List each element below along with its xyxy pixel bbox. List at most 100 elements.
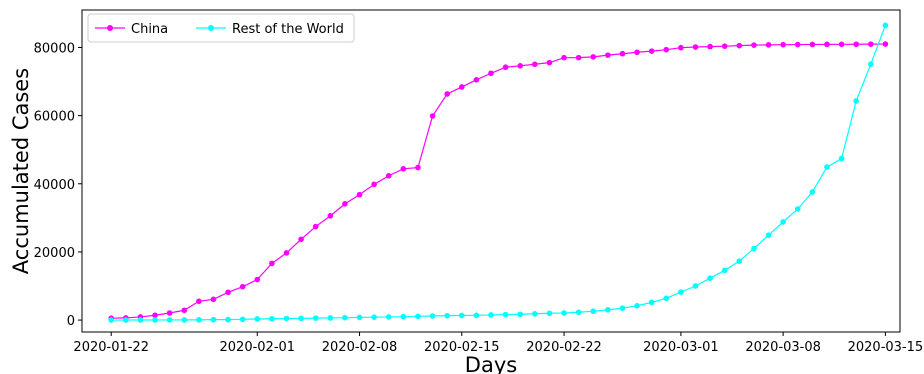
data-point-china — [838, 41, 845, 48]
data-point-china — [707, 43, 713, 50]
data-point-china — [444, 91, 450, 97]
data-point-china — [634, 49, 640, 56]
data-point-rest-of-the-world — [429, 313, 436, 319]
series-layer — [108, 22, 889, 323]
data-point-rest-of-the-world — [867, 61, 874, 67]
plot-area — [81, 9, 901, 333]
data-point-china — [342, 201, 348, 207]
data-point-rest-of-the-world — [400, 313, 407, 320]
data-point-china — [765, 42, 772, 48]
legend: China Rest of the World — [87, 13, 355, 43]
data-point-rest-of-the-world — [152, 317, 158, 323]
data-point-rest-of-the-world — [590, 308, 597, 315]
data-point-china — [794, 41, 801, 48]
data-point-china — [488, 70, 494, 77]
data-point-rest-of-the-world — [269, 315, 275, 322]
data-point-rest-of-the-world — [780, 219, 786, 225]
data-point-rest-of-the-world — [824, 164, 830, 170]
data-point-rest-of-the-world — [882, 22, 889, 29]
data-point-rest-of-the-world — [648, 299, 655, 306]
data-point-china — [429, 113, 436, 119]
x-tick-label: 2020-02-01 — [220, 340, 296, 355]
data-point-china — [692, 44, 699, 50]
data-point-rest-of-the-world — [444, 312, 450, 319]
y-tick-label: 60000 — [34, 110, 75, 125]
data-point-china — [882, 41, 889, 47]
data-point-rest-of-the-world — [765, 232, 772, 239]
x-tick-label: 2020-03-15 — [848, 340, 924, 355]
data-point-rest-of-the-world — [356, 314, 363, 321]
data-point-china — [502, 64, 509, 71]
data-point-china — [780, 41, 786, 48]
series-rest-of-the-world — [108, 22, 889, 323]
data-point-china — [269, 260, 275, 267]
x-tick-label: 2020-02-15 — [424, 340, 500, 355]
data-point-rest-of-the-world — [853, 98, 859, 104]
data-point-rest-of-the-world — [181, 317, 188, 323]
data-point-china — [532, 61, 538, 68]
data-point-rest-of-the-world — [634, 302, 640, 309]
data-point-rest-of-the-world — [123, 317, 129, 323]
data-point-china — [546, 59, 553, 66]
data-point-china — [283, 250, 290, 256]
data-point-rest-of-the-world — [751, 245, 757, 252]
data-point-china — [605, 52, 611, 58]
x-axis: 2020-01-22 2020-02-01 2020-02-08 2020-02-15… — [73, 332, 923, 355]
data-point-rest-of-the-world — [342, 314, 348, 321]
data-point-china — [181, 307, 188, 314]
data-point-rest-of-the-world — [663, 295, 670, 302]
data-point-china — [809, 41, 816, 48]
data-point-rest-of-the-world — [108, 317, 115, 323]
y-tick-label: 80000 — [34, 41, 75, 56]
data-point-rest-of-the-world — [721, 267, 728, 274]
y-tick-label: 0 — [67, 314, 75, 329]
data-point-china — [371, 181, 377, 188]
data-point-rest-of-the-world — [415, 313, 421, 320]
data-point-rest-of-the-world — [166, 317, 173, 323]
data-point-rest-of-the-world — [210, 316, 217, 323]
data-point-china — [590, 54, 597, 60]
data-point-rest-of-the-world — [196, 317, 202, 323]
data-point-china — [312, 223, 319, 230]
data-point-rest-of-the-world — [254, 316, 261, 322]
data-point-rest-of-the-world — [794, 206, 801, 212]
x-tick-label: 2020-02-22 — [526, 340, 602, 355]
data-point-rest-of-the-world — [546, 310, 553, 317]
data-point-china — [721, 43, 728, 49]
data-point-china — [239, 283, 246, 290]
x-tick-label: 2020-03-01 — [643, 340, 719, 355]
y-axis-title: Accumulated Cases — [9, 68, 33, 274]
data-point-china — [736, 42, 743, 49]
data-point-rest-of-the-world — [809, 189, 816, 195]
data-point-rest-of-the-world — [532, 310, 538, 317]
data-point-rest-of-the-world — [575, 309, 582, 316]
data-point-rest-of-the-world — [605, 307, 611, 313]
data-point-china — [196, 298, 202, 305]
data-point-rest-of-the-world — [678, 289, 684, 295]
data-point-china — [254, 276, 261, 283]
data-point-china — [225, 289, 231, 296]
data-point-china — [751, 42, 757, 48]
data-point-china — [575, 54, 582, 61]
data-point-rest-of-the-world — [371, 314, 377, 320]
data-point-china — [517, 63, 524, 69]
data-point-china — [678, 44, 684, 51]
data-point-china — [298, 236, 304, 243]
data-point-china — [400, 166, 407, 172]
legend-label-rest-of-the-world: Rest of the World — [232, 22, 344, 37]
data-point-rest-of-the-world — [283, 315, 290, 322]
legend-item-rest-of-the-world: Rest of the World — [196, 22, 344, 37]
data-point-china — [853, 41, 859, 48]
data-point-china — [648, 48, 655, 54]
data-point-rest-of-the-world — [385, 314, 392, 320]
data-point-china — [663, 46, 670, 53]
data-point-china — [473, 77, 480, 83]
data-point-rest-of-the-world — [239, 316, 246, 323]
legend-marker-china — [107, 25, 113, 31]
data-point-rest-of-the-world — [736, 258, 743, 264]
data-point-rest-of-the-world — [488, 312, 494, 318]
data-point-rest-of-the-world — [517, 311, 524, 318]
data-point-rest-of-the-world — [312, 315, 319, 321]
x-tick-label: 2020-02-08 — [322, 340, 398, 355]
